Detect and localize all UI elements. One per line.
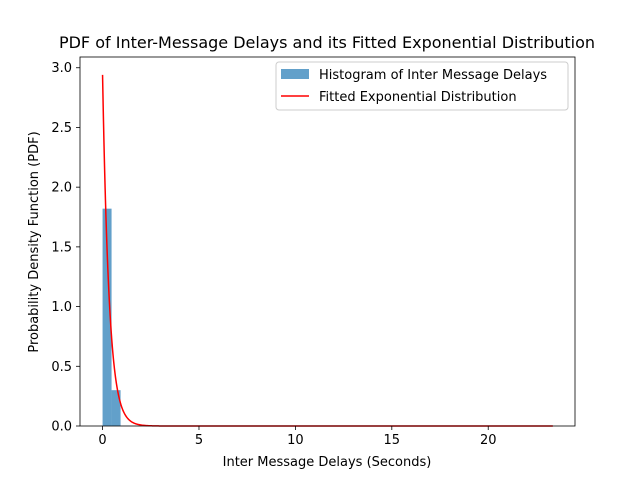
- x-tick-label: 10: [287, 433, 304, 448]
- legend-curve-label: Fitted Exponential Distribution: [319, 90, 517, 105]
- x-tick-label: 15: [384, 433, 401, 448]
- y-tick-label: 2.0: [51, 181, 72, 196]
- y-tick-label: 3.0: [51, 61, 72, 76]
- y-axis-label: Probability Density Function (PDF): [27, 131, 42, 352]
- y-tick-label: 0.0: [51, 420, 72, 435]
- y-tick-label: 0.5: [51, 360, 72, 375]
- chart-title: PDF of Inter-Message Delays and its Fitt…: [59, 33, 595, 52]
- x-axis-label: Inter Message Delays (Seconds): [223, 455, 432, 470]
- y-tick-label: 1.5: [51, 240, 72, 255]
- x-tick-label: 5: [195, 433, 203, 448]
- legend-histogram-label: Histogram of Inter Message Delays: [319, 68, 547, 83]
- legend: Histogram of Inter Message Delays Fitted…: [276, 62, 568, 110]
- legend-histogram-swatch: [281, 69, 309, 79]
- y-tick-label: 1.0: [51, 300, 72, 315]
- x-tick-label: 20: [480, 433, 497, 448]
- y-tick-label: 2.5: [51, 121, 72, 136]
- x-tick-label: 0: [98, 433, 106, 448]
